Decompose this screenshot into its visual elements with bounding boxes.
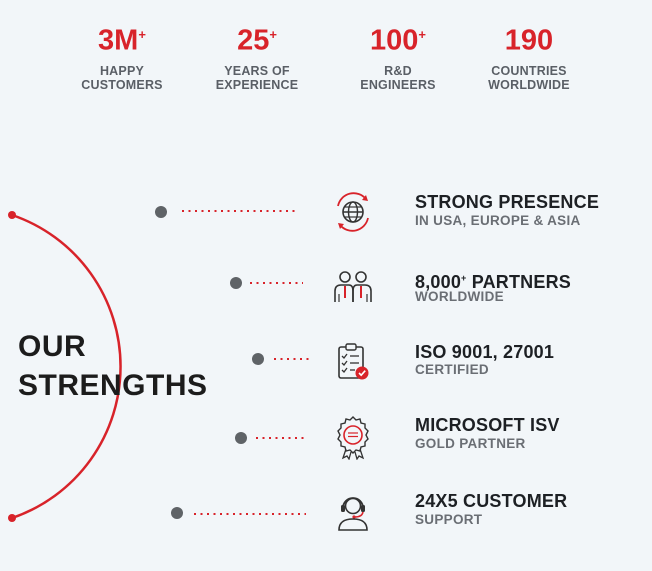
arc-node-3 <box>252 353 264 365</box>
headset-support-icon <box>330 490 376 536</box>
stat-value: 25+ <box>237 24 277 57</box>
stat-label: YEARS OF EXPERIENCE <box>215 63 299 92</box>
strength-subtitle-support: SUPPORT <box>415 512 483 527</box>
globe-icon <box>330 189 376 235</box>
arc-node-5 <box>171 507 183 519</box>
strength-title-support: 24X5 CUSTOMER <box>415 491 568 511</box>
stat-label: COUNTRIES WORLDWIDE <box>488 63 570 92</box>
stat-label: HAPPY CUSTOMERS <box>81 63 163 92</box>
arc-end-dot-bottom <box>8 514 16 522</box>
strength-subtitle-iso: CERTIFIED <box>415 362 489 377</box>
checklist-icon <box>330 340 376 386</box>
stat-value: 190 <box>504 24 554 57</box>
stat-countries: 190 COUNTRIES WORLDWIDE <box>464 18 594 92</box>
arc-node-4 <box>235 432 247 444</box>
red-arc <box>11 213 122 520</box>
arc-node-1 <box>155 206 167 218</box>
strength-subtitle-presence: IN USA, EUROPE & ASIA <box>415 213 581 228</box>
stat-label: R&D ENGINEERS <box>360 63 436 92</box>
stat-years: 25+ YEARS OF EXPERIENCE <box>192 18 322 92</box>
strength-subtitle-partners: WORLDWIDE <box>415 289 504 304</box>
stat-engineers: 100+ R&D ENGINEERS <box>333 18 463 92</box>
strength-title-microsoft: MICROSOFT ISV <box>415 415 560 435</box>
strength-title-presence: STRONG PRESENCE <box>415 192 600 212</box>
strength-subtitle-microsoft: GOLD PARTNER <box>415 436 526 451</box>
stat-customers: 3M+ HAPPY CUSTOMERS <box>57 18 187 92</box>
stat-value: 100+ <box>370 24 426 57</box>
strength-title-partners: 8,000+ PARTNERS <box>415 272 571 292</box>
partners-icon <box>330 264 376 310</box>
strength-title-iso: ISO 9001, 27001 <box>415 342 555 362</box>
section-title: OUR STRENGTHS <box>18 330 208 402</box>
arc-end-dot-top <box>8 211 16 219</box>
award-badge-icon <box>330 414 376 461</box>
stat-value: 3M+ <box>98 24 146 57</box>
arc-node-2 <box>230 277 242 289</box>
